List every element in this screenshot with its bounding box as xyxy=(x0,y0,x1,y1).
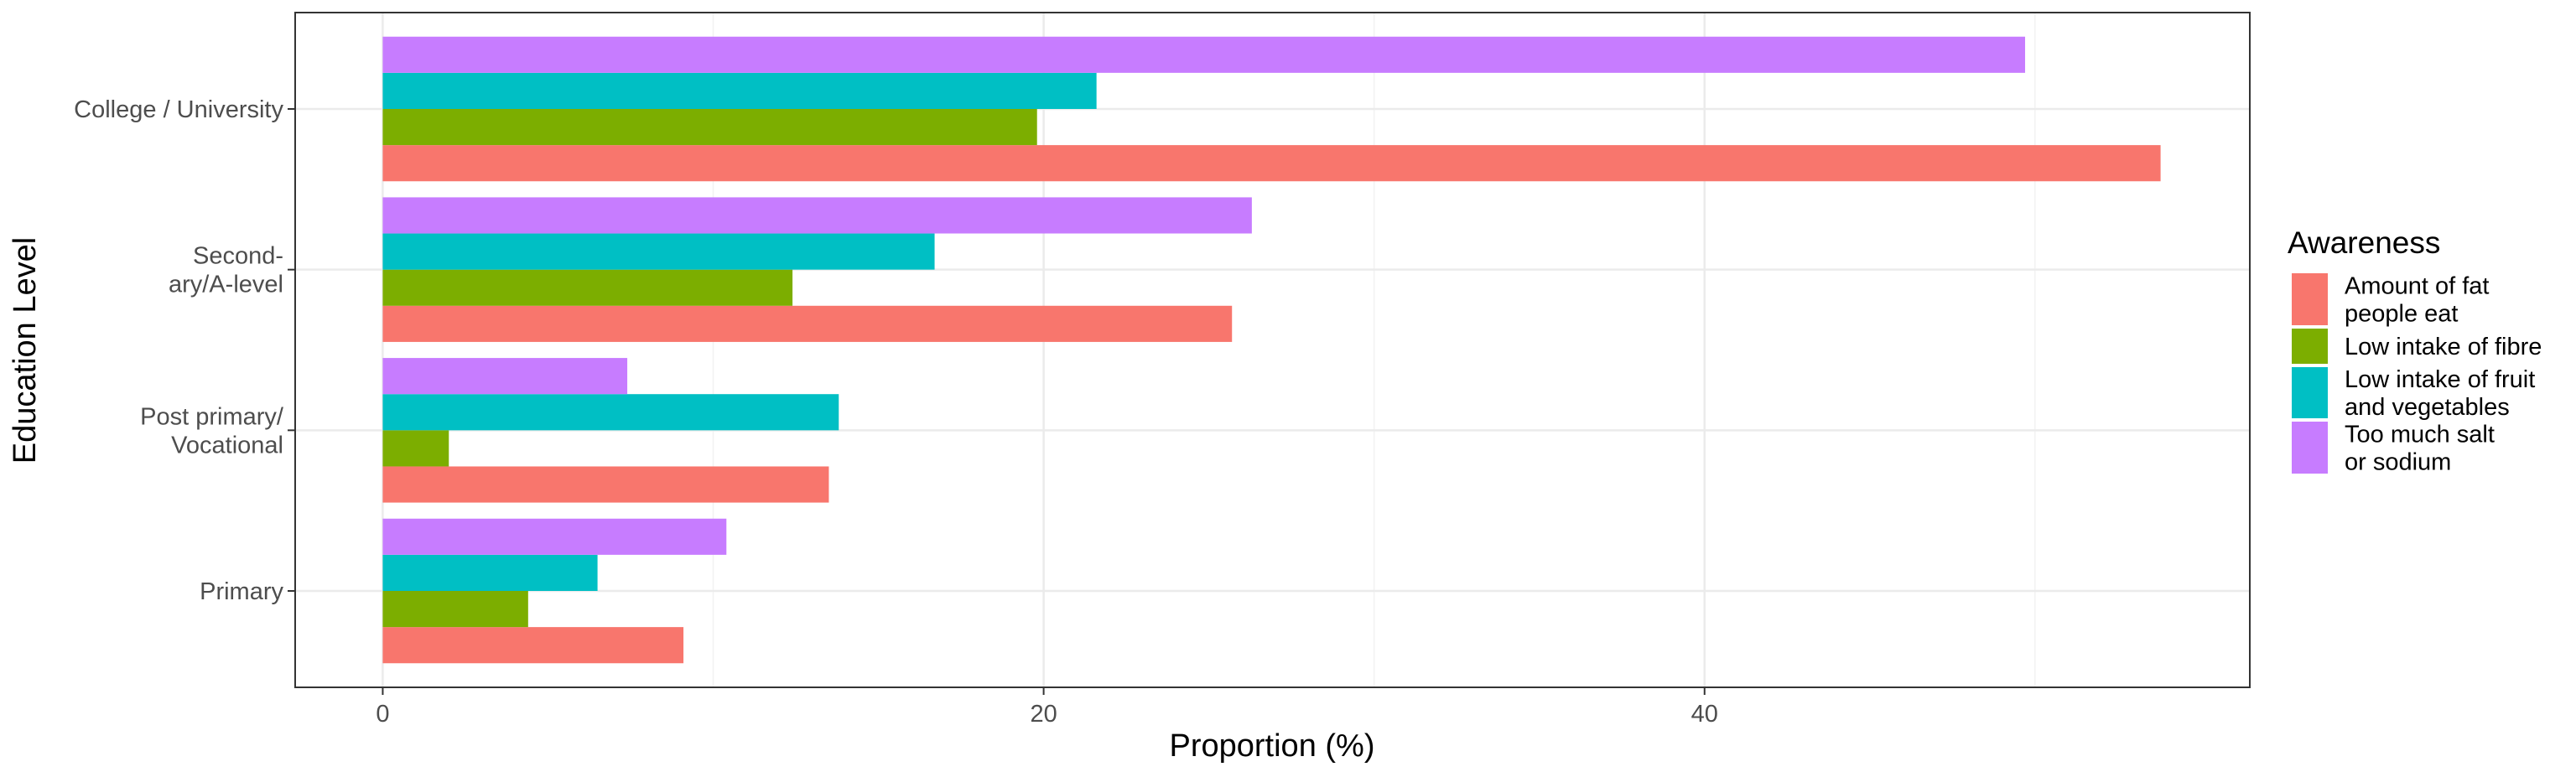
bar xyxy=(382,627,684,664)
bar xyxy=(382,233,935,270)
x-tick-label: 20 xyxy=(1030,701,1057,728)
x-axis: 0 20 40 xyxy=(376,687,1718,728)
plot-border xyxy=(294,12,2251,688)
y-tick-label: Second- xyxy=(193,243,283,270)
x-tick-label: 40 xyxy=(1691,701,1718,728)
x-tick-label: 0 xyxy=(376,701,389,728)
bar xyxy=(382,197,1252,234)
bar xyxy=(382,36,2026,73)
legend-key xyxy=(2292,367,2328,418)
bar xyxy=(382,394,839,431)
y-axis-title: Education Level xyxy=(8,237,43,464)
bar xyxy=(382,109,1037,146)
legend-label: or sodium xyxy=(2345,449,2451,476)
legend-title: Awareness xyxy=(2288,225,2440,260)
bar xyxy=(382,518,727,555)
x-axis-title: Proportion (%) xyxy=(1170,728,1375,764)
legend-key xyxy=(2292,273,2328,325)
y-tick-label: ary/A-level xyxy=(169,272,283,298)
legend-key xyxy=(2292,329,2328,364)
legend-label: Low intake of fruit xyxy=(2345,366,2535,393)
legend-label: Amount of fat xyxy=(2345,273,2490,300)
bar xyxy=(382,591,528,628)
y-tick-label: Primary xyxy=(200,578,283,605)
y-tick-label: College / University xyxy=(74,96,283,123)
bar xyxy=(382,430,449,467)
bar xyxy=(382,269,793,306)
y-axis: College / University Second-ary/A-level Po… xyxy=(74,96,295,605)
bars xyxy=(382,36,2161,664)
legend-label: Low intake of fibre xyxy=(2345,334,2542,360)
y-tick-label: Post primary/ xyxy=(140,403,284,430)
legend-label: Too much salt xyxy=(2345,422,2495,448)
bar xyxy=(382,466,829,503)
legend-key xyxy=(2292,422,2328,474)
bar xyxy=(382,145,2161,182)
bar xyxy=(382,358,628,395)
bar xyxy=(382,554,598,591)
legend-label: people eat xyxy=(2345,301,2458,328)
y-tick-label: Vocational xyxy=(171,432,283,459)
bar xyxy=(382,72,1097,109)
bar xyxy=(382,305,1233,342)
legend-label: and vegetables xyxy=(2345,394,2510,421)
